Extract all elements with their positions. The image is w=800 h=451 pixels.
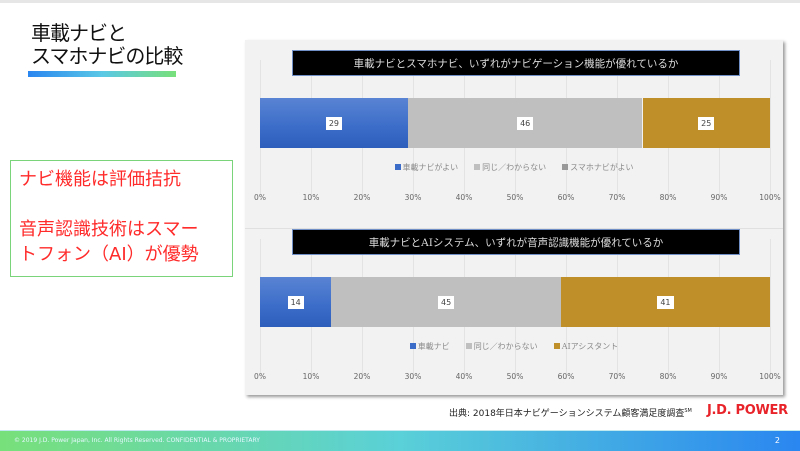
- legend-item-2: 同じ／わからない: [474, 162, 546, 173]
- legend-swatch: [465, 343, 472, 349]
- x-tick-label: 20%: [353, 372, 371, 381]
- x-tick-label: 10%: [302, 193, 320, 202]
- x-tick-label: 40%: [455, 372, 473, 381]
- legend-label: 車載ナビがよい: [402, 163, 459, 172]
- bar-segment: 14: [260, 277, 332, 327]
- gridline: [770, 239, 771, 379]
- data-label: 29: [325, 116, 343, 130]
- chart-title: 車載ナビとスマホナビ、いずれがナビゲーション機能が優れているか: [292, 50, 740, 76]
- legend-label: 同じ／わからない: [482, 163, 547, 172]
- legend-swatch: [394, 164, 401, 170]
- chart-divider: [245, 228, 783, 229]
- x-tick-label: 80%: [659, 193, 677, 202]
- legend-label: スマホナビがよい: [570, 163, 634, 172]
- chart-legend: 車載ナビ 同じ／わからない AIアシスタント: [245, 341, 783, 352]
- bar-segment: 25: [642, 98, 770, 148]
- x-tick-label: 90%: [710, 193, 728, 202]
- data-label: 14: [287, 295, 304, 309]
- x-tick-label: 30%: [404, 193, 422, 202]
- x-tick-label: 60%: [557, 193, 575, 202]
- jd-power-logo: J.D. POWER: [707, 403, 788, 418]
- x-tick-label: 0%: [254, 193, 266, 202]
- legend-item-1: 車載ナビ: [409, 341, 450, 352]
- chart-legend: 車載ナビがよい 同じ／わからない スマホナビがよい: [245, 162, 783, 173]
- x-tick-label: 20%: [353, 193, 371, 202]
- bar-segment: 29: [260, 98, 408, 148]
- callout-line-2: 音声認識技術はスマー: [19, 219, 199, 240]
- x-tick-label: 60%: [557, 372, 575, 381]
- copyright: © 2019 J.D. Power Japan, Inc. All Rights…: [14, 437, 260, 444]
- source-sup: SM: [684, 408, 692, 414]
- legend-swatch: [562, 164, 569, 170]
- slide-top-border: [0, 0, 800, 3]
- bar-segment: 46: [407, 98, 643, 148]
- bar-segment: 41: [560, 277, 770, 327]
- legend-label: AIアシスタント: [561, 342, 619, 351]
- chart-panel: 0% 10% 20% 30% 40% 50% 60% 70% 80% 90% 100% 車載ナビとスマ…: [245, 40, 783, 395]
- source-note: 出典: 2018年日本ナビゲーションシステム顧客満足度調査SM: [449, 406, 692, 419]
- page-title: 車載ナビと スマホナビの比較: [31, 21, 183, 68]
- x-tick-label: 70%: [608, 193, 626, 202]
- x-tick-label: 100%: [759, 372, 781, 381]
- x-tick-label: 70%: [608, 372, 626, 381]
- callout-line-1: ナビ機能は評価拮抗: [19, 169, 181, 190]
- legend-item-1: 車載ナビがよい: [394, 162, 459, 173]
- legend-label: 同じ／わからない: [473, 342, 538, 351]
- legend-swatch: [474, 164, 481, 170]
- footer: © 2019 J.D. Power Japan, Inc. All Rights…: [0, 430, 800, 451]
- title-line-2: スマホナビの比較: [31, 44, 183, 68]
- data-label: 46: [517, 116, 534, 130]
- x-tick-label: 10%: [302, 372, 320, 381]
- chart-navigation: 0% 10% 20% 30% 40% 50% 60% 70% 80% 90% 100% 車載ナビとスマ…: [245, 40, 783, 216]
- legend-item-2: 同じ／わからない: [465, 341, 538, 352]
- gridline: [770, 60, 771, 200]
- x-tick-label: 40%: [455, 193, 473, 202]
- title-underline: [28, 71, 176, 77]
- bar-segment: 45: [331, 277, 561, 327]
- legend-item-3: AIアシスタント: [553, 341, 619, 352]
- x-tick-label: 100%: [759, 193, 781, 202]
- title-line-1: 車載ナビと: [31, 21, 127, 45]
- chart-title: 車載ナビとAIシステム、いずれが音声認識機能が優れているか: [292, 229, 740, 255]
- source-text: 出典: 2018年日本ナビゲーションシステム顧客満足度調査: [449, 409, 685, 419]
- page-number: 2: [774, 436, 780, 445]
- data-label: 25: [698, 116, 715, 130]
- legend-item-3: スマホナビがよい: [562, 162, 633, 173]
- data-label: 41: [657, 295, 674, 309]
- x-tick-label: 50%: [506, 372, 524, 381]
- x-tick-label: 90%: [710, 372, 728, 381]
- legend-swatch: [553, 343, 560, 349]
- x-tick-label: 30%: [404, 372, 422, 381]
- data-label: 45: [438, 295, 455, 309]
- legend-swatch: [409, 343, 416, 349]
- x-tick-label: 0%: [254, 372, 266, 381]
- legend-label: 車載ナビ: [417, 342, 450, 351]
- summary-callout: ナビ機能は評価拮抗 音声認識技術はスマー トフォン（AI）が優勢: [10, 160, 233, 277]
- x-tick-label: 80%: [659, 372, 677, 381]
- x-tick-label: 50%: [506, 193, 524, 202]
- callout-line-3: トフォン（AI）が優勢: [19, 244, 199, 265]
- chart-voice-recognition: 0% 10% 20% 30% 40% 50% 60% 70% 80% 90% 100% 車載ナビとAI…: [245, 219, 783, 395]
